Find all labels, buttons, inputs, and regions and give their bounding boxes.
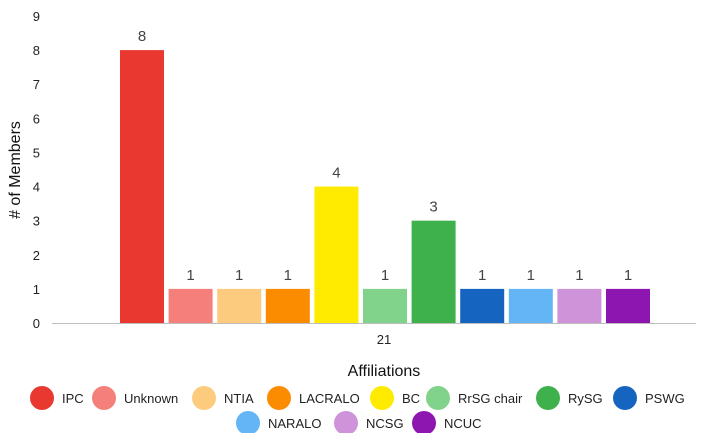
bar-ncsg bbox=[557, 288, 602, 323]
legend-swatch bbox=[370, 386, 394, 410]
data-label: 4 bbox=[332, 165, 340, 182]
y-tick-label: 5 bbox=[33, 145, 40, 160]
legend-swatch bbox=[536, 386, 560, 410]
legend-swatch bbox=[92, 386, 116, 410]
bar-ntia bbox=[217, 288, 262, 323]
legend-label: BC bbox=[402, 391, 420, 406]
legend-item: RySG bbox=[536, 386, 603, 410]
legend-label: RySG bbox=[568, 391, 603, 406]
y-tick-label: 3 bbox=[33, 214, 40, 229]
bar-ncuc bbox=[606, 288, 650, 323]
legend-label: NCSG bbox=[366, 416, 404, 431]
legend-swatch bbox=[30, 386, 54, 410]
legend-label: NTIA bbox=[224, 391, 254, 406]
legend-label: LACRALO bbox=[299, 391, 360, 406]
x-axis-title: Affiliations bbox=[348, 363, 421, 380]
y-axis-title: # of Members bbox=[7, 121, 24, 219]
legend-label: PSWG bbox=[645, 391, 685, 406]
legend-swatch bbox=[426, 386, 450, 410]
legend-item: NARALO bbox=[236, 411, 321, 433]
legend-label: NCUC bbox=[444, 416, 482, 431]
legend-swatch bbox=[192, 386, 216, 410]
data-label: 1 bbox=[478, 267, 486, 284]
bar-lacralo bbox=[265, 288, 310, 323]
legend-item: Unknown bbox=[92, 386, 178, 410]
x-axis: 21 bbox=[52, 323, 696, 347]
legend-swatch bbox=[334, 411, 358, 433]
legend-item: NCUC bbox=[412, 411, 482, 433]
bars bbox=[120, 50, 650, 323]
y-tick-label: 0 bbox=[33, 316, 40, 331]
legend-item: NCSG bbox=[334, 411, 404, 433]
legend-item: IPC bbox=[30, 386, 84, 410]
legend-swatch bbox=[613, 386, 637, 410]
data-label: 1 bbox=[284, 267, 292, 284]
legend-label: RrSG chair bbox=[458, 391, 523, 406]
bar-naralo bbox=[508, 288, 553, 323]
y-axis: 0 1 2 3 4 5 6 7 8 9 bbox=[33, 9, 40, 331]
legend-item: PSWG bbox=[613, 386, 685, 410]
y-tick-label: 6 bbox=[33, 111, 40, 126]
data-label: 8 bbox=[138, 28, 146, 45]
data-label: 1 bbox=[575, 267, 583, 284]
legend-label: IPC bbox=[62, 391, 84, 406]
legend-item: LACRALO bbox=[267, 386, 360, 410]
bar-rysg bbox=[411, 220, 456, 323]
legend-item: RrSG chair bbox=[426, 386, 523, 410]
legend-swatch bbox=[412, 411, 436, 433]
data-labels: 8 1 1 1 4 1 3 1 1 1 1 bbox=[138, 28, 632, 284]
y-tick-label: 4 bbox=[33, 180, 40, 195]
y-tick-label: 7 bbox=[33, 77, 40, 92]
legend-item: BC bbox=[370, 386, 420, 410]
data-label: 3 bbox=[429, 199, 437, 216]
y-tick-label: 2 bbox=[33, 248, 40, 263]
legend-swatch bbox=[236, 411, 260, 433]
legend-item: NTIA bbox=[192, 386, 254, 410]
legend-label: Unknown bbox=[124, 391, 178, 406]
data-label: 1 bbox=[527, 267, 535, 284]
y-tick-label: 9 bbox=[33, 9, 40, 24]
bar-pswg bbox=[460, 288, 505, 323]
legend-swatch bbox=[267, 386, 291, 410]
x-tick-label: 21 bbox=[377, 332, 391, 347]
legend-label: NARALO bbox=[268, 416, 321, 431]
bar-bc bbox=[314, 186, 359, 323]
data-label: 1 bbox=[186, 267, 194, 284]
data-label: 1 bbox=[235, 267, 243, 284]
bar-rrsg-chair bbox=[363, 288, 407, 323]
bar-unknown bbox=[168, 288, 213, 323]
y-tick-label: 1 bbox=[33, 282, 40, 297]
y-tick-label: 8 bbox=[33, 43, 40, 58]
data-label: 1 bbox=[624, 267, 632, 284]
legend: IPC Unknown NTIA LACRALO BC RrSG chair RySG PSW… bbox=[30, 386, 685, 433]
data-label: 1 bbox=[381, 267, 389, 284]
bar-ipc bbox=[120, 50, 164, 323]
